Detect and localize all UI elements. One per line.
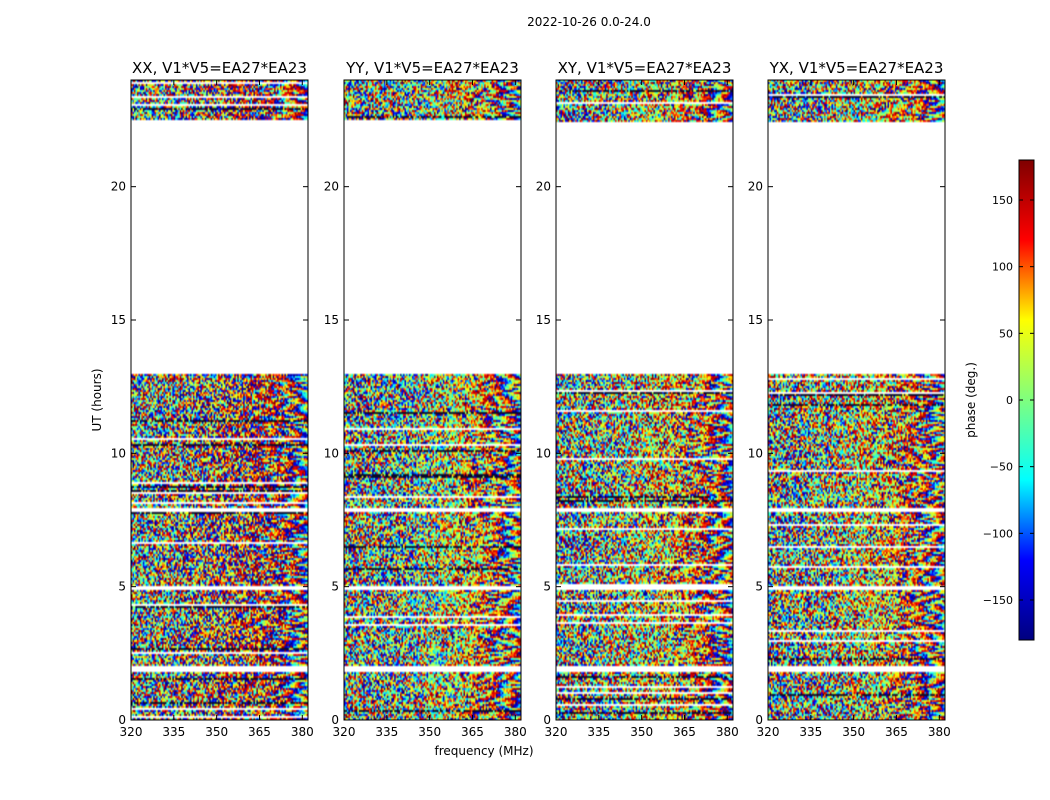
axes-frame (555, 79, 734, 721)
x-tick-label: 320 (545, 725, 568, 739)
colorbar-tick-label: 0 (1006, 394, 1013, 407)
x-tick-label: 335 (587, 725, 610, 739)
y-tick-label: 10 (748, 446, 763, 460)
panel-title: XX, V1*V5=EA27*EA23 (132, 59, 307, 77)
panels: XX, V1*V5=EA27*EA23 320 335 350 365 380 0 5 10 15… (111, 59, 951, 739)
y-tick-label: 15 (324, 313, 339, 327)
y-tick-label: 15 (111, 313, 126, 327)
x-tick-label: 350 (630, 725, 653, 739)
y-tick-label: 5 (755, 580, 763, 594)
colorbar-tick-label: 100 (992, 261, 1013, 274)
panel-3: XY, V1*V5=EA27*EA23 320 335 350 365 380 0 5 10 15… (536, 59, 739, 739)
y-tick-label: 10 (111, 446, 126, 460)
x-tick-label: 335 (162, 725, 185, 739)
y-tick-label: 0 (755, 713, 763, 727)
y-tick-label: 10 (324, 446, 339, 460)
colorbar-label: phase (deg.) (964, 362, 978, 438)
x-tick-label: 320 (333, 725, 356, 739)
panel-title: YX, V1*V5=EA27*EA23 (769, 59, 944, 77)
colorbar-tick-label: −100 (983, 527, 1013, 540)
x-tick-label: 350 (418, 725, 441, 739)
axes-frame (343, 79, 522, 721)
x-tick-label: 365 (248, 725, 271, 739)
x-tick-label: 335 (375, 725, 398, 739)
colorbar-tick-label: −150 (983, 594, 1013, 607)
panel-1: XX, V1*V5=EA27*EA23 320 335 350 365 380 0 5 10 15… (111, 59, 314, 739)
x-tick-label: 320 (120, 725, 143, 739)
y-tick-label: 5 (331, 580, 339, 594)
figure-title: 2022-10-26 0.0-24.0 (527, 15, 651, 29)
x-tick-label: 365 (885, 725, 908, 739)
x-tick-label: 380 (928, 725, 951, 739)
x-tick-label: 335 (799, 725, 822, 739)
x-tick-label: 320 (757, 725, 780, 739)
panel-2: YY, V1*V5=EA27*EA23 320 335 350 365 380 0 5 10 15… (324, 59, 527, 739)
y-tick-label: 0 (331, 713, 339, 727)
x-tick-label: 365 (461, 725, 484, 739)
phase-heatmap (556, 80, 733, 720)
y-tick-label: 20 (111, 180, 126, 194)
axes-frame (767, 79, 946, 721)
y-tick-label: 20 (536, 180, 551, 194)
phase-heatmap (344, 80, 521, 720)
colorbar-tick-label: 150 (992, 194, 1013, 207)
colorbar-tick-label: −50 (990, 461, 1013, 474)
y-tick-label: 5 (118, 580, 126, 594)
y-tick-label: 20 (748, 180, 763, 194)
y-tick-label: 0 (543, 713, 551, 727)
axes-frame (130, 79, 309, 721)
x-tick-label: 380 (716, 725, 739, 739)
x-tick-label: 380 (504, 725, 527, 739)
y-tick-label: 0 (118, 713, 126, 727)
x-tick-label: 350 (842, 725, 865, 739)
y-tick-label: 10 (536, 446, 551, 460)
y-tick-label: 15 (748, 313, 763, 327)
x-axis-label: frequency (MHz) (434, 744, 533, 758)
y-axis-label: UT (hours) (90, 368, 104, 431)
y-tick-label: 15 (536, 313, 551, 327)
y-tick-label: 5 (543, 580, 551, 594)
x-tick-label: 350 (205, 725, 228, 739)
x-tick-label: 380 (291, 725, 314, 739)
y-tick-label: 20 (324, 180, 339, 194)
panel-title: XY, V1*V5=EA27*EA23 (558, 59, 732, 77)
panel-title: YY, V1*V5=EA27*EA23 (345, 59, 519, 77)
phase-heatmap (768, 80, 945, 720)
colorbar: −150 −100 −50 0 50 100 150 (983, 159, 1035, 641)
x-tick-label: 365 (673, 725, 696, 739)
phase-heatmap (131, 80, 308, 720)
colorbar-tick-label: 50 (999, 327, 1013, 340)
panel-4: YX, V1*V5=EA27*EA23 320 335 350 365 380 0 5 10 15… (748, 59, 951, 739)
